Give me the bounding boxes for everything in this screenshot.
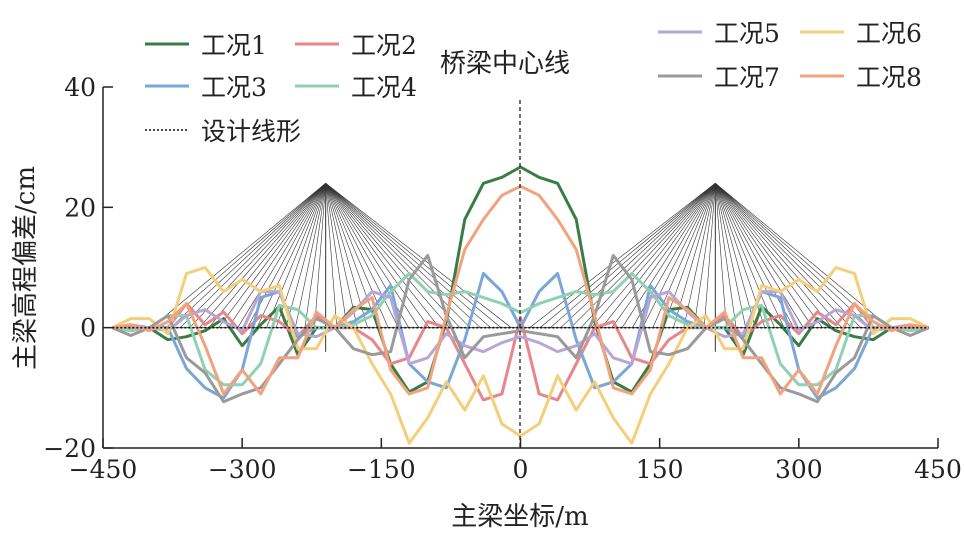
legend-label-8: 工况8 — [856, 63, 922, 92]
stay-cable — [325, 183, 358, 328]
stay-cable — [304, 183, 326, 328]
annotation-centerline: 桥梁中心线 — [440, 49, 570, 79]
stay-cable — [621, 183, 716, 328]
stay-cable — [237, 183, 326, 328]
stay-cable — [570, 183, 716, 328]
stay-cable — [611, 183, 716, 328]
stay-cable — [715, 183, 890, 328]
stay-cable — [189, 183, 326, 328]
stay-cable — [325, 183, 440, 328]
legend-label-7: 工况7 — [714, 63, 780, 92]
stay-cable — [715, 183, 804, 328]
legend-label-2: 工况2 — [351, 31, 417, 60]
stay-cable — [703, 183, 716, 328]
stay-cable — [539, 183, 716, 328]
stay-cable — [151, 183, 326, 328]
stay-cable — [325, 183, 379, 328]
stay-cable — [715, 183, 727, 328]
stay-cable — [715, 183, 833, 328]
stay-cable — [227, 183, 326, 328]
x-tick-label: −150 — [347, 455, 416, 484]
stay-cable — [208, 183, 326, 328]
stay-cable — [715, 183, 814, 328]
legend: 工况1 工况2 工况3 工况4 工况5 工况6 工况7 工况8 设计线形 — [145, 19, 922, 146]
stay-cable — [325, 183, 512, 328]
stay-cable — [715, 183, 737, 328]
x-tick-label: 450 — [914, 455, 962, 484]
stay-cable — [715, 183, 756, 328]
stay-cable — [715, 183, 746, 328]
stay-cable — [325, 183, 502, 328]
stay-cable — [550, 183, 716, 328]
stay-cable — [715, 183, 785, 328]
stay-cable — [715, 183, 823, 328]
stay-cable — [179, 183, 326, 328]
stay-cable — [580, 183, 716, 328]
stay-cable — [715, 183, 775, 328]
stay-cable — [218, 183, 326, 328]
legend-label-5: 工况5 — [714, 19, 780, 48]
y-tick-label: 40 — [64, 73, 96, 102]
legend-label-1: 工况1 — [201, 31, 267, 60]
stay-cable — [715, 183, 852, 328]
stay-cable — [529, 183, 716, 328]
stay-cable — [266, 183, 326, 328]
stay-cable — [325, 183, 399, 328]
x-tick-label: −300 — [208, 455, 277, 484]
stay-cable — [715, 183, 871, 328]
legend-label-3: 工况3 — [201, 73, 267, 102]
stay-cable — [325, 183, 481, 328]
series-line-7 — [111, 254, 930, 404]
legend-label-6: 工况6 — [856, 19, 922, 48]
stay-cable — [325, 183, 348, 328]
stay-cable — [325, 183, 491, 328]
y-tick-label: 0 — [80, 314, 96, 343]
x-tick-label: 300 — [775, 455, 823, 484]
stay-cable — [715, 183, 862, 328]
stay-cable — [591, 183, 716, 328]
series-line-5 — [112, 290, 929, 366]
stay-cable — [601, 183, 716, 328]
stay-cable — [256, 183, 326, 328]
y-axis-label: 主梁高程偏差/cm — [11, 166, 41, 370]
stay-cable — [325, 183, 471, 328]
stay-cable — [170, 183, 326, 328]
stay-cable — [693, 183, 716, 328]
stay-cable — [325, 183, 338, 328]
stay-cable — [314, 183, 326, 328]
legend-label-4: 工况4 — [351, 73, 417, 102]
stay-cable — [325, 183, 430, 328]
stay-cable — [715, 183, 842, 328]
x-tick-label: 150 — [636, 455, 684, 484]
y-tick-label: 20 — [64, 193, 96, 222]
axes: −450 −300 −150 0 150 300 450 −20 0 20 40 — [43, 73, 962, 484]
x-axis-label: 主梁坐标/m — [451, 502, 588, 532]
stay-cable — [285, 183, 326, 328]
stay-cable — [295, 183, 326, 328]
stay-cable — [325, 183, 420, 328]
stay-cable — [325, 183, 450, 328]
stay-cable — [662, 183, 716, 328]
stay-cable — [642, 183, 716, 328]
stay-cable — [683, 183, 716, 328]
stay-cable — [199, 183, 326, 328]
stay-cable — [560, 183, 716, 328]
x-tick-label: 0 — [513, 455, 529, 484]
x-tick-label: −450 — [69, 455, 138, 484]
stay-cable — [325, 183, 461, 328]
legend-label-9: 设计线形 — [201, 117, 301, 146]
y-tick-label: −20 — [43, 434, 96, 463]
